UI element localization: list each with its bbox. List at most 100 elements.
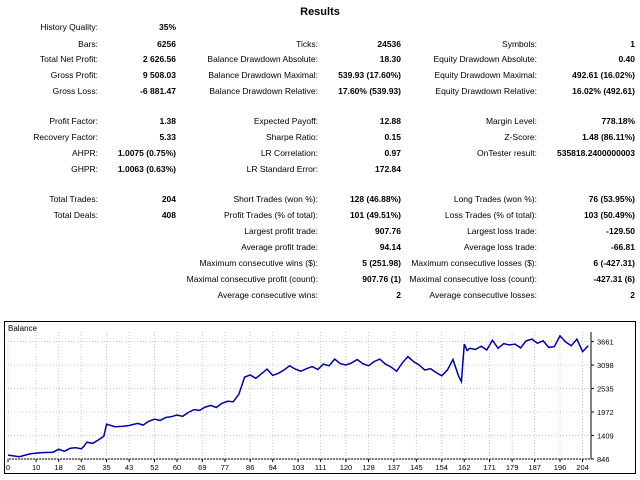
balance-chart: Balance 846 1409 1972 2535 3098 3661 0 10 18 26 35…: [4, 321, 636, 474]
stat-value: 1.0075 (0.75%): [117, 148, 176, 158]
stat-value: -66.81: [610, 242, 635, 252]
stat-value: 2: [396, 290, 401, 300]
stat-label: LR Correlation:: [260, 148, 318, 158]
x-tick-label: 120: [340, 463, 353, 472]
stat-value: 2: [630, 290, 635, 300]
stat-value: -6 881.47: [140, 86, 176, 96]
stat-label: Maximal consecutive loss (count):: [409, 274, 537, 284]
stat-label: Equity Drawdown Relative:: [435, 86, 537, 96]
axis-ticks: 846 1409 1972 2535 3098 3661 0 10 18 26 35 43 52 60 69…: [6, 338, 614, 472]
grid-lines: [7, 332, 591, 460]
stat-value: 6 (-427.31): [593, 258, 635, 268]
stat-value: 128 (46.88%): [349, 194, 401, 204]
x-tick-label: 52: [150, 463, 158, 472]
stat-label: Long Trades (won %):: [453, 194, 537, 204]
stat-value: 6256: [157, 39, 176, 49]
stat-label: Recovery Factor:: [33, 132, 98, 142]
x-tick-label: 0: [6, 463, 10, 472]
x-tick-label: 204: [576, 463, 589, 472]
stat-label: Maximal consecutive profit (count):: [186, 274, 318, 284]
stat-value: 408: [161, 210, 176, 220]
y-tick-label: 3098: [597, 361, 614, 370]
x-tick-label: 69: [198, 463, 206, 472]
stat-value: 539.93 (17.60%): [338, 70, 401, 80]
x-tick-label: 94: [269, 463, 277, 472]
stat-label: Maximum consecutive wins ($):: [199, 258, 318, 268]
stat-value: 907.76: [375, 226, 401, 236]
stat-label: Balance Drawdown Absolute:: [207, 54, 318, 64]
x-tick-label: 196: [554, 463, 567, 472]
stat-value: 172.84: [375, 164, 401, 174]
y-tick-label: 846: [597, 455, 610, 464]
balance-chart-svg: 846 1409 1972 2535 3098 3661 0 10 18 26 35 43 52 60 69…: [6, 332, 614, 472]
stat-label: Total Trades:: [49, 194, 98, 204]
stat-value: 2 626.56: [142, 54, 176, 64]
stat-value: -427.31 (6): [593, 274, 635, 284]
stat-label: History Quality:: [40, 22, 98, 32]
stat-label: Margin Level:: [485, 116, 537, 126]
stat-value: 1.0063 (0.63%): [117, 164, 176, 174]
stat-value: -129.50: [606, 226, 635, 236]
x-tick-label: 154: [435, 463, 448, 472]
x-tick-label: 179: [506, 463, 519, 472]
stat-value: 5.33: [159, 132, 176, 142]
x-tick-label: 145: [410, 463, 423, 472]
stat-value: 101 (49.51%): [349, 210, 401, 220]
stat-label: Loss Trades (% of total):: [444, 210, 537, 220]
stat-value: 204: [161, 194, 176, 204]
y-tick-label: 1972: [597, 408, 614, 417]
stat-value: 535818.2400000003: [557, 148, 635, 158]
stat-value: 1.48 (86.11%): [582, 132, 635, 142]
balance-line: [7, 334, 589, 458]
stat-label: Gross Loss:: [52, 86, 98, 96]
stat-value: 76 (53.95%): [588, 194, 635, 204]
stat-value: 5 (251.98): [362, 258, 401, 268]
stat-value: 1: [630, 39, 635, 49]
stat-label: Sharpe Ratio:: [266, 132, 318, 142]
y-tick-label: 3661: [597, 338, 614, 347]
stat-label: Bars:: [78, 39, 98, 49]
stat-value: 778.18%: [601, 116, 635, 126]
x-tick-label: 77: [221, 463, 229, 472]
y-tick-label: 2535: [597, 385, 614, 394]
stat-label: Total Deals:: [53, 210, 98, 220]
x-tick-label: 26: [77, 463, 85, 472]
x-tick-label: 43: [125, 463, 133, 472]
stat-label: Symbols:: [502, 39, 537, 49]
x-tick-label: 86: [246, 463, 254, 472]
stat-label: Short Trades (won %):: [233, 194, 318, 204]
stat-label: Average profit trade:: [241, 242, 318, 252]
y-tick-label: 1409: [597, 432, 614, 441]
stat-label: Balance Drawdown Maximal:: [208, 70, 318, 80]
stat-label: Equity Drawdown Maximal:: [434, 70, 537, 80]
stat-label: Balance Drawdown Relative:: [209, 86, 318, 96]
chart-title: Balance: [8, 324, 37, 333]
x-tick-label: 18: [55, 463, 63, 472]
stat-value: 35%: [158, 22, 176, 32]
stat-value: 907.76 (1): [362, 274, 401, 284]
stat-value: 9 508.03: [142, 70, 176, 80]
x-tick-label: 137: [388, 463, 401, 472]
stat-label: Z-Score:: [504, 132, 537, 142]
stat-value: 1.38: [159, 116, 176, 126]
stat-value: 492.61 (16.02%): [572, 70, 635, 80]
stat-value: 103 (50.49%): [583, 210, 635, 220]
stat-label: Largest loss trade:: [467, 226, 537, 236]
stat-label: Gross Profit:: [50, 70, 98, 80]
stat-label: Largest profit trade:: [244, 226, 318, 236]
stat-label: Equity Drawdown Absolute:: [433, 54, 537, 64]
stat-label: Average consecutive losses:: [429, 290, 537, 300]
x-tick-label: 171: [483, 463, 496, 472]
stat-value: 12.88: [379, 116, 401, 126]
x-tick-label: 60: [173, 463, 181, 472]
stat-label: Profit Trades (% of total):: [223, 210, 318, 220]
stat-value: 0.40: [618, 54, 635, 64]
stat-value: 17.60% (539.93): [338, 86, 401, 96]
stat-label: Total Net Profit:: [39, 54, 98, 64]
x-tick-label: 111: [315, 463, 326, 472]
stat-label: LR Standard Error:: [246, 164, 318, 174]
x-tick-label: 162: [458, 463, 471, 472]
stat-label: Average loss trade:: [463, 242, 537, 252]
stat-label: Maximum consecutive losses ($):: [411, 258, 537, 268]
x-tick-label: 35: [102, 463, 110, 472]
